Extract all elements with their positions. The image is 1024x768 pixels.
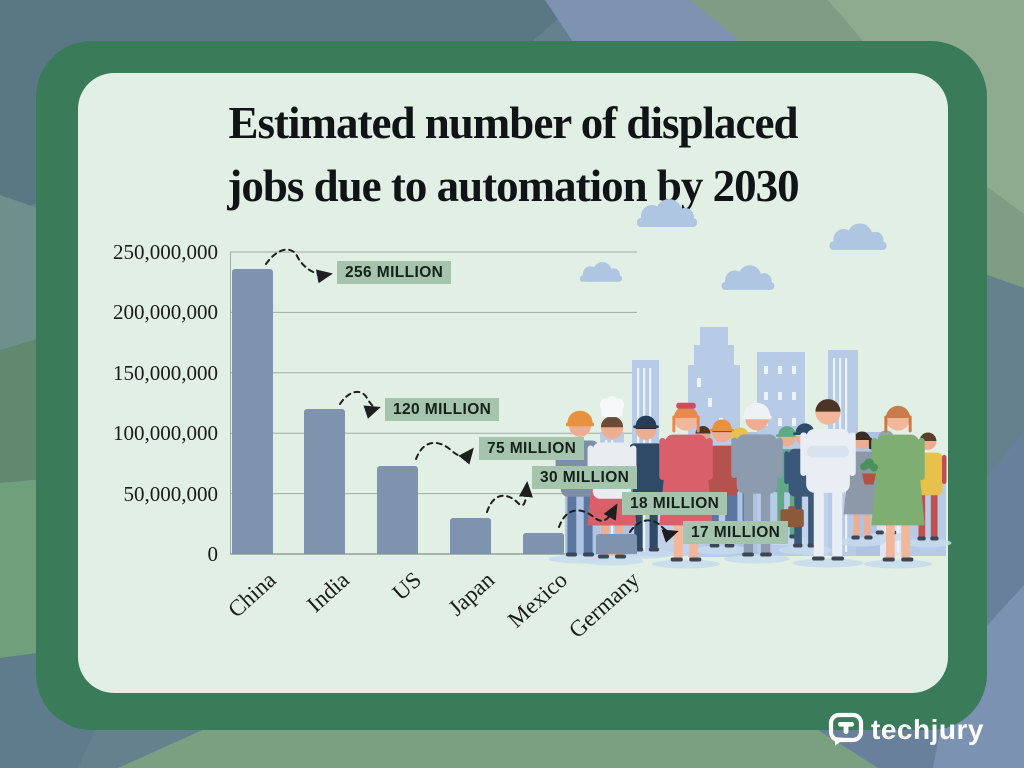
title-line-2: jobs due to automation by 2030 — [227, 161, 799, 211]
techjury-logo-text: techjury — [871, 714, 984, 745]
speech-bubble-t-icon — [828, 712, 864, 746]
techjury-logo[interactable]: techjury — [828, 712, 984, 748]
y-tick-label: 200,000,000 — [113, 300, 218, 325]
bar-mexico — [522, 532, 564, 554]
page-title: Estimated number of displaced jobs due t… — [78, 92, 948, 218]
title-line-1: Estimated number of displaced — [228, 98, 799, 148]
y-tick-label: 150,000,000 — [113, 360, 218, 385]
bar-us — [377, 465, 419, 554]
y-tick-label: 50,000,000 — [123, 481, 219, 506]
data-label-japan: 30 MILLION — [532, 466, 638, 489]
bar-china — [231, 268, 273, 554]
y-tick-label: 100,000,000 — [113, 421, 218, 446]
data-label-india: 120 MILLION — [385, 398, 500, 421]
data-label-germany: 17 MILLION — [683, 521, 789, 544]
bar-india — [304, 408, 346, 554]
data-label-mexico: 18 MILLION — [622, 492, 728, 515]
data-label-us: 75 MILLION — [479, 437, 585, 460]
y-tick-label: 250,000,000 — [113, 240, 218, 264]
y-tick-label: 0 — [207, 542, 219, 566]
data-label-china: 256 MILLION — [337, 261, 452, 284]
bar-germany — [595, 534, 637, 554]
bar-japan — [449, 518, 491, 554]
